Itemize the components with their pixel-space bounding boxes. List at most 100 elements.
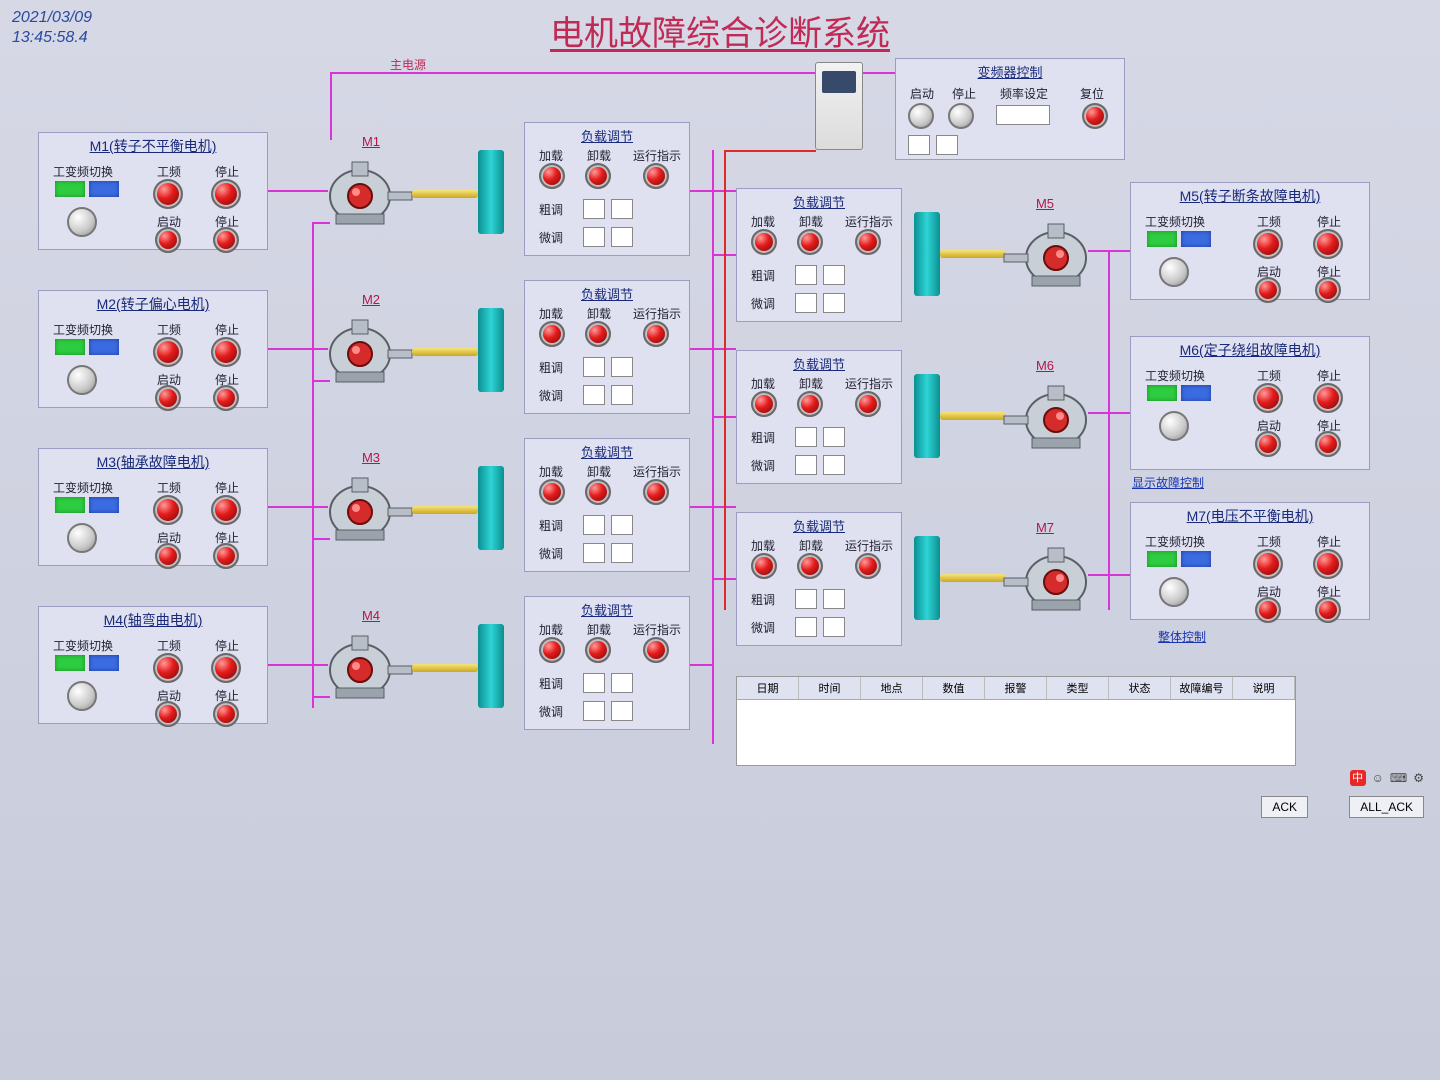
m1-fine-up[interactable] <box>583 227 605 247</box>
m6-stop2-button[interactable] <box>1315 431 1341 457</box>
m2-load-panel: 负载调节 加载 卸载 运行指示 粗调 微调 <box>524 280 690 414</box>
m7-stop2-button[interactable] <box>1315 597 1341 623</box>
wire-m4p-to-m4 <box>268 664 328 666</box>
m1-coarse-up[interactable] <box>583 199 605 219</box>
m4-pf-button[interactable] <box>153 653 183 683</box>
m4-add-button[interactable] <box>539 637 565 663</box>
inv-aux-1[interactable] <box>908 135 930 155</box>
m3-stop2-button[interactable] <box>213 543 239 569</box>
wire-left-bus-t4 <box>312 696 330 698</box>
m7-start-button[interactable] <box>1255 597 1281 623</box>
m3-stop1-button[interactable] <box>211 495 241 525</box>
inv-freq-input[interactable] <box>996 105 1050 125</box>
m4-fine-up[interactable] <box>583 701 605 721</box>
m5-stop1-button[interactable] <box>1313 229 1343 259</box>
m2-coarse-up[interactable] <box>583 357 605 377</box>
m6-fine-dn[interactable] <box>823 455 845 475</box>
inv-reset-button[interactable] <box>1082 103 1108 129</box>
m1-fine-dn[interactable] <box>611 227 633 247</box>
m3-coarse-dn[interactable] <box>611 515 633 535</box>
m2-stop1-button[interactable] <box>211 337 241 367</box>
m7-fine-up[interactable] <box>795 617 817 637</box>
m3-mode-indicator[interactable] <box>67 523 97 553</box>
ime-badge-icon[interactable]: 中 <box>1350 770 1366 786</box>
m7-mode-indicator[interactable] <box>1159 577 1189 607</box>
all-ack-button[interactable]: ALL_ACK <box>1349 796 1424 818</box>
m1-add-label: 加载 <box>539 147 563 164</box>
m1-add-button[interactable] <box>539 163 565 189</box>
m3-start-button[interactable] <box>155 543 181 569</box>
m6-coarse-dn[interactable] <box>823 427 845 447</box>
m6-stop1-button[interactable] <box>1313 383 1343 413</box>
m5-stop2-button[interactable] <box>1315 277 1341 303</box>
m2-pf-button[interactable] <box>153 337 183 367</box>
alarm-table-body[interactable] <box>737 700 1295 765</box>
m4-fine-dn[interactable] <box>611 701 633 721</box>
m5-coarse-up[interactable] <box>795 265 817 285</box>
m4-coarse-up[interactable] <box>583 673 605 693</box>
m1-pf-button[interactable] <box>153 179 183 209</box>
m5-coarse-dn[interactable] <box>823 265 845 285</box>
m1-coarse-dn[interactable] <box>611 199 633 219</box>
m1-stop2-button[interactable] <box>213 227 239 253</box>
m3-coarse-up[interactable] <box>583 515 605 535</box>
m2-fine-up[interactable] <box>583 385 605 405</box>
ime-icon-1[interactable]: ☺ <box>1372 771 1384 785</box>
m2-sub-button[interactable] <box>585 321 611 347</box>
m3-pf-button[interactable] <box>153 495 183 525</box>
m1-start-button[interactable] <box>155 227 181 253</box>
m4-stop1-button[interactable] <box>211 653 241 683</box>
m2-fine-dn[interactable] <box>611 385 633 405</box>
m4-shaft <box>412 664 478 672</box>
m2-add-button[interactable] <box>539 321 565 347</box>
m7-pf-button[interactable] <box>1253 549 1283 579</box>
m2-stop2-button[interactable] <box>213 385 239 411</box>
m4-mode-indicator[interactable] <box>67 681 97 711</box>
m7-coarse-up[interactable] <box>795 589 817 609</box>
ime-status[interactable]: 中 ☺ ⌨ ⚙ <box>1350 770 1424 786</box>
m7-coarse-dn[interactable] <box>823 589 845 609</box>
ack-button[interactable]: ACK <box>1261 796 1308 818</box>
m1-green-led <box>55 181 85 197</box>
m7-extra-link[interactable]: 整体控制 <box>1158 628 1206 645</box>
m7-fine-dn[interactable] <box>823 617 845 637</box>
m1-mode-indicator[interactable] <box>67 207 97 237</box>
m7-sub-button[interactable] <box>797 553 823 579</box>
m7-add-button[interactable] <box>751 553 777 579</box>
col-time: 时间 <box>799 677 861 699</box>
m5-fine-dn[interactable] <box>823 293 845 313</box>
m4-sub-button[interactable] <box>585 637 611 663</box>
m4-coarse-dn[interactable] <box>611 673 633 693</box>
m6-fine-up[interactable] <box>795 455 817 475</box>
m6-pf-button[interactable] <box>1253 383 1283 413</box>
m3-fine-dn[interactable] <box>611 543 633 563</box>
ime-icon-3[interactable]: ⚙ <box>1413 771 1424 785</box>
m4-stop2-button[interactable] <box>213 701 239 727</box>
m7-stop1-button[interactable] <box>1313 549 1343 579</box>
ime-icon-2[interactable]: ⌨ <box>1390 771 1407 785</box>
m5-fine-up[interactable] <box>795 293 817 313</box>
inv-aux-2[interactable] <box>936 135 958 155</box>
m1-sub-button[interactable] <box>585 163 611 189</box>
m5-mode-indicator[interactable] <box>1159 257 1189 287</box>
m6-coarse-up[interactable] <box>795 427 817 447</box>
m6-sub-button[interactable] <box>797 391 823 417</box>
m6-mode-indicator[interactable] <box>1159 411 1189 441</box>
m4-start-button[interactable] <box>155 701 181 727</box>
m3-fine-up[interactable] <box>583 543 605 563</box>
m5-sub-button[interactable] <box>797 229 823 255</box>
m1-stop1-button[interactable] <box>211 179 241 209</box>
m5-add-button[interactable] <box>751 229 777 255</box>
inv-ind-1[interactable] <box>908 103 934 129</box>
m2-coarse-dn[interactable] <box>611 357 633 377</box>
inv-ind-2[interactable] <box>948 103 974 129</box>
m6-extra-link[interactable]: 显示故障控制 <box>1132 474 1204 491</box>
m3-add-button[interactable] <box>539 479 565 505</box>
m5-pf-button[interactable] <box>1253 229 1283 259</box>
m6-add-button[interactable] <box>751 391 777 417</box>
m3-sub-button[interactable] <box>585 479 611 505</box>
m6-start-button[interactable] <box>1255 431 1281 457</box>
m2-start-button[interactable] <box>155 385 181 411</box>
m5-start-button[interactable] <box>1255 277 1281 303</box>
m2-mode-indicator[interactable] <box>67 365 97 395</box>
